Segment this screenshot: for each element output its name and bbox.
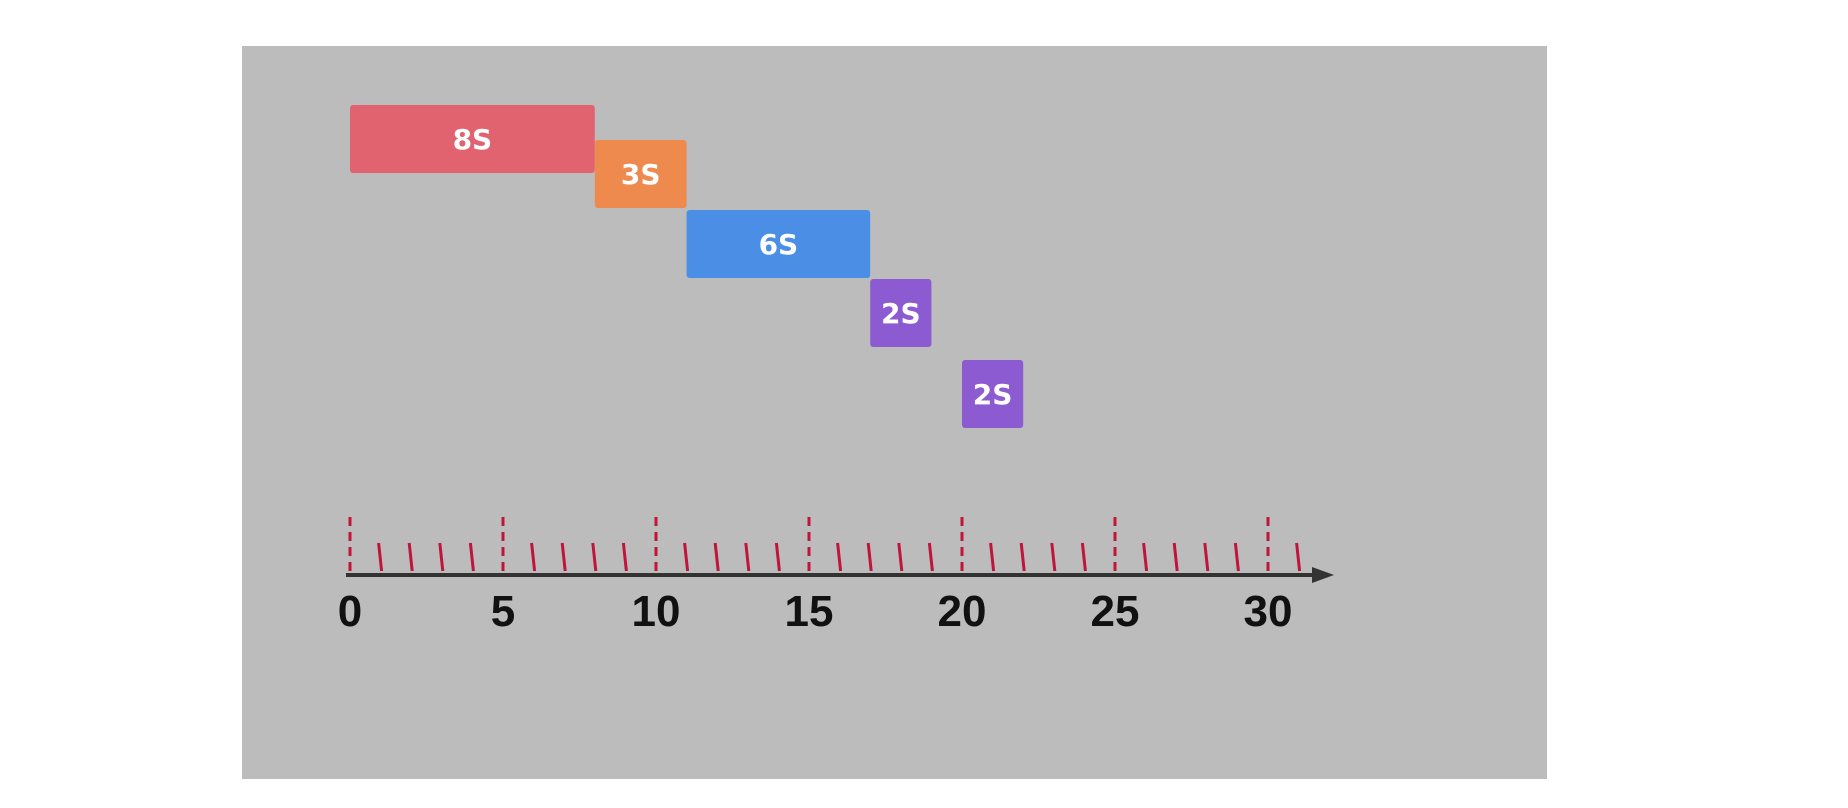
minor-tick [377, 542, 384, 572]
task-bar-label: 3S [621, 158, 661, 191]
axis-tick-label: 15 [785, 587, 834, 636]
axis-arrow-icon [1312, 567, 1334, 583]
minor-tick [989, 542, 996, 572]
timeline-diagram: 8S 3S 6S 2S 2S 0 5 10 15 20 25 30 [338, 105, 1334, 636]
minor-tick [1142, 542, 1149, 572]
task-bar-rect [594, 140, 687, 208]
task-bar: 2S [870, 279, 932, 347]
minor-tick [927, 542, 934, 572]
minor-tick [1080, 542, 1087, 572]
axis-tick-labels: 0 5 10 15 20 25 30 [338, 587, 1293, 636]
task-bar-label: 2S [973, 378, 1013, 411]
minor-tick [1019, 542, 1026, 572]
axis-tick-label: 10 [632, 587, 681, 636]
minor-tick [1233, 542, 1240, 572]
minor-tick [744, 542, 751, 572]
task-bar-rect [350, 105, 595, 173]
minor-tick [468, 542, 475, 572]
task-bar: 8S [350, 105, 595, 173]
task-bar: 2S [962, 360, 1024, 428]
task-bar-label: 8S [453, 123, 493, 156]
task-bar-label: 2S [881, 297, 921, 330]
minor-tick [621, 542, 628, 572]
minor-tick [1203, 542, 1210, 572]
minor-tick [774, 542, 781, 572]
axis-tick-label: 20 [938, 587, 987, 636]
axis-tick-label: 25 [1091, 587, 1140, 636]
minor-tick [530, 542, 537, 572]
axis-tick-label: 5 [491, 587, 515, 636]
minor-tick [713, 542, 720, 572]
minor-tick [866, 542, 873, 572]
minor-tick [836, 542, 843, 572]
task-bar: 3S [594, 140, 687, 208]
minor-tick [897, 542, 904, 572]
task-bars: 8S 3S 6S 2S 2S [350, 105, 1024, 428]
minor-tick [683, 542, 690, 572]
minor-tick [560, 542, 567, 572]
minor-tick [438, 542, 445, 572]
task-bar-label: 6S [759, 228, 799, 261]
timeline-panel: 8S 3S 6S 2S 2S 0 5 10 15 20 25 30 [242, 46, 1547, 779]
task-bar: 6S [686, 210, 871, 278]
minor-tick [591, 542, 598, 572]
minor-tick [1295, 542, 1302, 572]
minor-tick [1172, 542, 1179, 572]
task-bar-rect [962, 360, 1024, 428]
task-bar-rect [870, 279, 932, 347]
axis-tick-label: 0 [338, 587, 362, 636]
time-axis [346, 567, 1334, 583]
axis-tick-label: 30 [1244, 587, 1293, 636]
task-bar-rect [686, 210, 871, 278]
minor-tick [1050, 542, 1057, 572]
minor-tick [407, 542, 414, 572]
axis-ticks [348, 517, 1302, 575]
